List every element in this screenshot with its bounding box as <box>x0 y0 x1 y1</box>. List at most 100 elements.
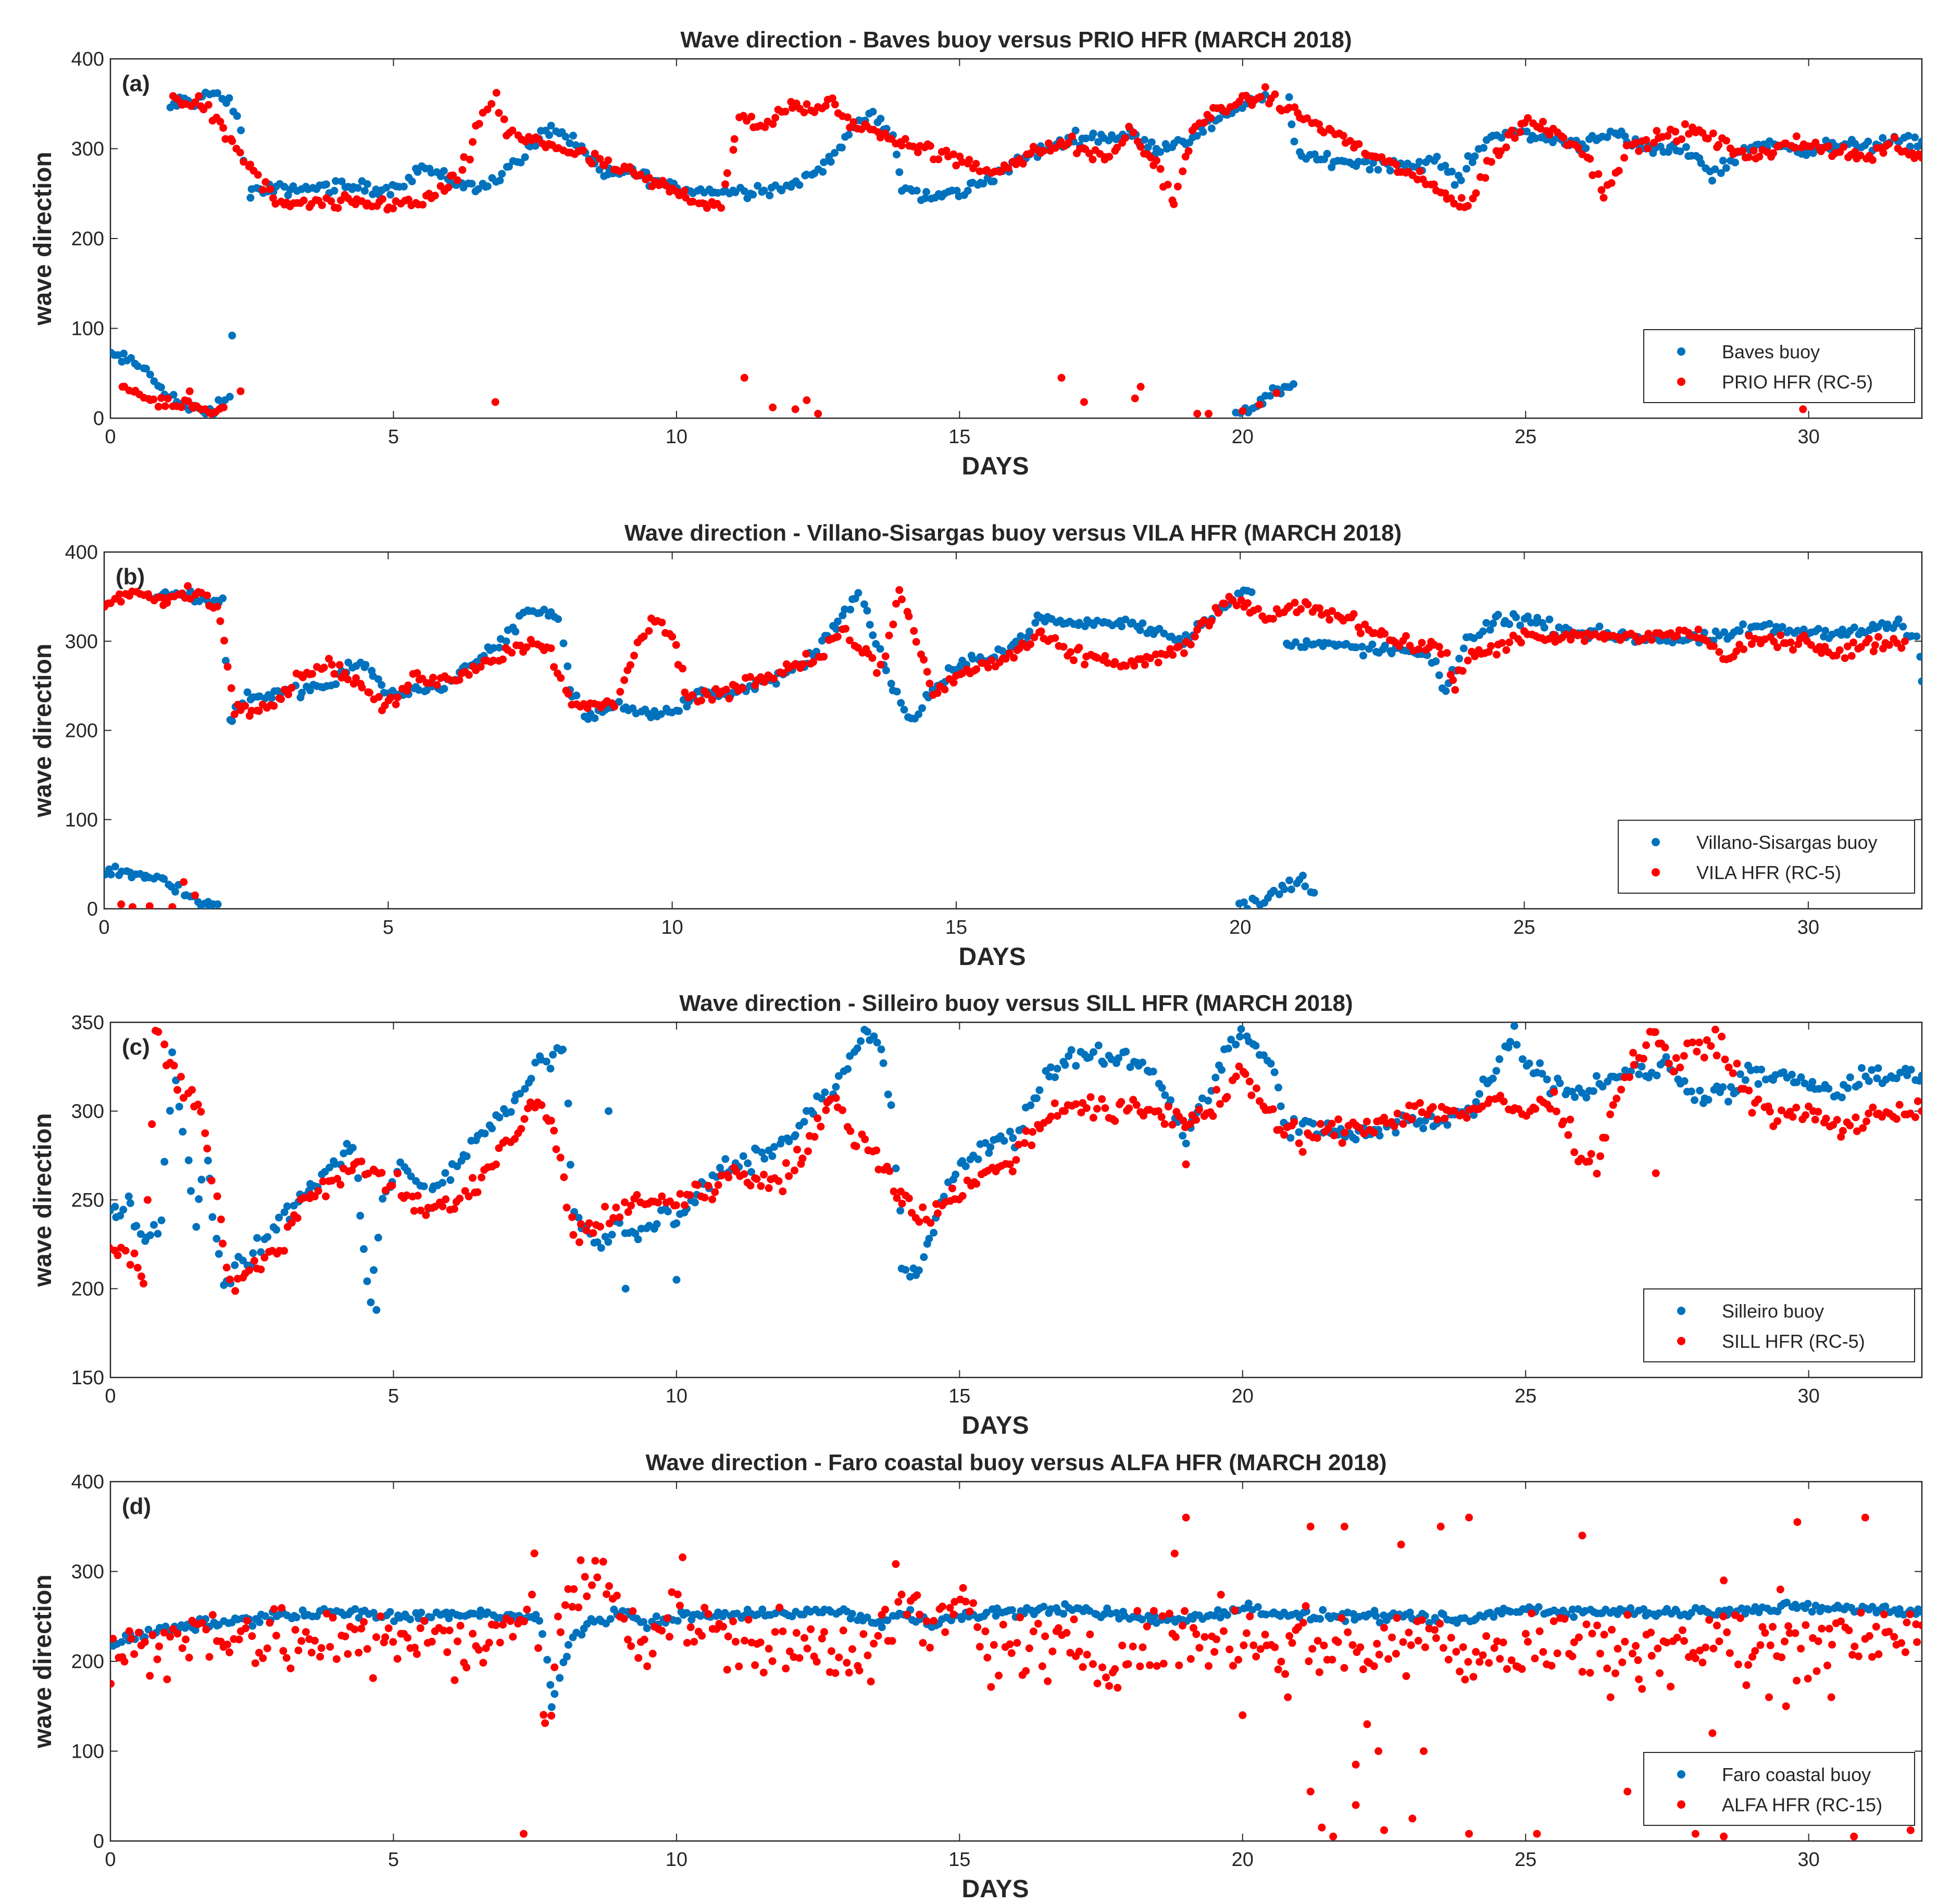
data-point <box>1644 144 1652 153</box>
data-point <box>382 183 391 192</box>
data-point <box>774 1177 783 1185</box>
data-point <box>909 142 917 151</box>
data-point <box>266 185 274 193</box>
data-point <box>1482 619 1491 627</box>
data-point <box>1844 1084 1852 1092</box>
data-point <box>213 1235 221 1243</box>
y-axis-label: wave direction <box>29 644 57 818</box>
data-point <box>778 186 786 195</box>
data-point <box>348 1144 357 1152</box>
data-point <box>293 1613 301 1622</box>
data-point <box>351 1625 359 1634</box>
data-point <box>446 1176 455 1184</box>
data-point <box>1838 1093 1846 1101</box>
data-point <box>1290 137 1298 146</box>
data-point <box>983 1654 992 1662</box>
legend-entry: Baves buoy <box>1722 341 1820 362</box>
y-tick-label: 0 <box>87 898 98 920</box>
data-point <box>961 1162 970 1170</box>
data-point <box>1597 186 1606 194</box>
data-point <box>148 1631 157 1639</box>
data-point <box>1269 615 1277 623</box>
data-point <box>1635 1070 1643 1079</box>
data-point <box>213 1192 221 1200</box>
data-point <box>356 1211 365 1220</box>
data-point <box>1118 622 1126 631</box>
data-point <box>668 633 677 641</box>
data-point <box>1614 1645 1622 1653</box>
data-point <box>681 1201 689 1209</box>
data-point <box>1115 1054 1122 1062</box>
data-point <box>1617 1085 1626 1094</box>
panel-b: Wave direction - Villano-Sisargas buoy v… <box>29 520 1923 971</box>
data-point <box>1736 1614 1744 1622</box>
data-point <box>1655 1609 1663 1618</box>
data-point <box>1536 124 1545 133</box>
data-point <box>1281 1670 1289 1678</box>
data-point <box>892 1164 900 1172</box>
data-point <box>1386 167 1394 175</box>
data-point <box>1571 1093 1579 1101</box>
data-point <box>634 1654 643 1662</box>
data-point <box>1827 1693 1835 1701</box>
x-tick-label: 30 <box>1797 426 1819 448</box>
data-point <box>893 1194 901 1202</box>
data-point <box>1918 137 1922 146</box>
data-point <box>843 1659 851 1667</box>
data-point <box>166 1107 174 1115</box>
data-point <box>1298 1148 1307 1156</box>
data-point <box>795 1654 804 1662</box>
data-point <box>1299 871 1307 880</box>
data-point <box>1432 1634 1440 1642</box>
data-point <box>456 1622 465 1630</box>
data-point <box>818 1094 826 1103</box>
data-point <box>408 177 416 185</box>
data-point <box>130 1650 139 1658</box>
data-point <box>270 1605 278 1613</box>
data-point <box>1301 643 1309 651</box>
data-point <box>723 169 731 177</box>
data-point <box>228 137 236 145</box>
data-point <box>1030 633 1039 642</box>
data-point <box>1589 171 1597 179</box>
data-point <box>1874 1650 1883 1658</box>
data-point <box>1306 1522 1315 1531</box>
data-point <box>390 1617 398 1625</box>
y-tick-label: 0 <box>93 1831 104 1852</box>
data-point <box>1914 1097 1922 1105</box>
x-tick-label: 5 <box>388 1385 399 1407</box>
data-point <box>949 150 958 158</box>
data-point <box>517 1125 526 1133</box>
data-point <box>1838 625 1846 634</box>
data-point <box>1294 1623 1303 1632</box>
data-point <box>1421 1643 1429 1651</box>
y-tick-label: 300 <box>71 1101 104 1123</box>
data-point <box>893 687 901 696</box>
data-point <box>466 155 474 164</box>
y-axis-label: wave direction <box>29 1574 57 1748</box>
data-point <box>1635 1675 1643 1683</box>
data-point <box>1456 1668 1464 1676</box>
data-point <box>1415 645 1423 654</box>
data-point <box>624 1635 632 1644</box>
data-point <box>714 1181 722 1189</box>
data-point <box>538 1101 546 1109</box>
data-point <box>331 1160 339 1168</box>
data-point <box>308 670 316 678</box>
data-point <box>495 1113 504 1122</box>
data-point <box>597 1244 605 1252</box>
data-point <box>1094 138 1103 146</box>
data-point <box>997 167 1005 175</box>
data-point <box>1168 1121 1177 1129</box>
data-point <box>1022 1667 1030 1675</box>
data-point <box>1093 1680 1102 1687</box>
x-tick-label: 0 <box>105 426 116 448</box>
data-point <box>1081 622 1089 631</box>
data-point <box>1051 1099 1059 1107</box>
data-point <box>1241 1070 1249 1078</box>
data-point <box>1316 604 1323 612</box>
data-point <box>1587 1150 1595 1158</box>
data-point <box>1751 1647 1759 1655</box>
data-point <box>1907 1066 1915 1074</box>
